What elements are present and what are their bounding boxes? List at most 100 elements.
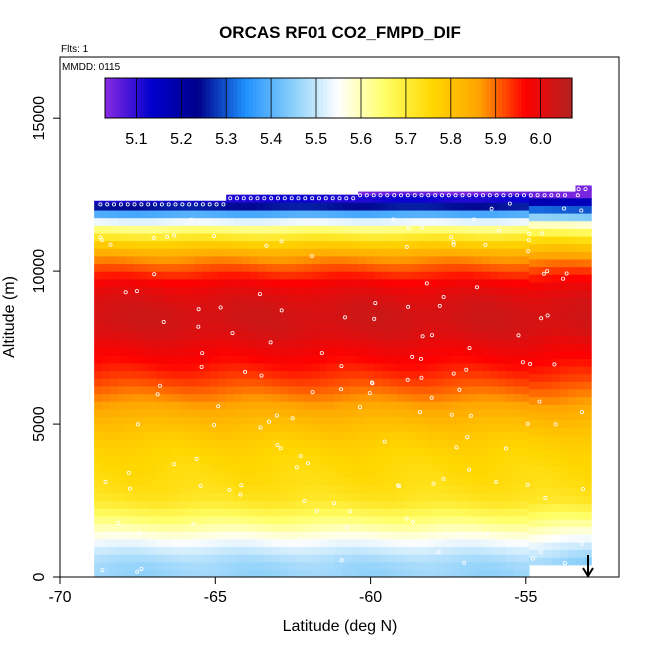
heatmap-cell xyxy=(443,485,452,494)
flight-point xyxy=(412,193,417,198)
heatmap-cell xyxy=(164,416,173,425)
heatmap-cell xyxy=(257,515,266,525)
heatmap-cell xyxy=(505,324,515,333)
heatmap-cell xyxy=(327,370,336,379)
heatmap-cell xyxy=(334,370,344,379)
heatmap-cell xyxy=(334,523,344,532)
heatmap-cell xyxy=(474,209,483,219)
heatmap-cell xyxy=(171,492,181,502)
heatmap-cell xyxy=(342,462,351,471)
heatmap-cell xyxy=(334,538,344,548)
heatmap-cell xyxy=(490,485,499,494)
heatmap-cell xyxy=(443,508,452,517)
heatmap-cell xyxy=(94,232,103,242)
colorbar-swatch xyxy=(431,78,437,118)
heatmap-cell xyxy=(303,339,313,349)
flight-point xyxy=(239,483,244,488)
heatmap-cell xyxy=(272,301,282,310)
heatmap-cell xyxy=(350,263,359,272)
heatmap-cell xyxy=(117,240,126,249)
heatmap-cell xyxy=(591,297,592,306)
heatmap-cell xyxy=(420,385,429,395)
heatmap-cell xyxy=(327,255,336,265)
heatmap-cell xyxy=(536,503,546,512)
heatmap-cell xyxy=(544,503,553,512)
heatmap-cell xyxy=(365,447,375,456)
flight-point xyxy=(410,354,415,359)
heatmap-cell xyxy=(171,278,181,288)
heatmap-cell xyxy=(280,355,289,364)
heatmap-cell xyxy=(373,263,383,272)
heatmap-cell xyxy=(125,324,134,333)
heatmap-cell xyxy=(303,447,313,456)
heatmap-cell xyxy=(552,243,561,252)
flight-point xyxy=(279,308,284,313)
heatmap-cell xyxy=(559,297,569,306)
heatmap-cell xyxy=(435,447,445,456)
heatmap-cell xyxy=(319,286,328,295)
heatmap-cell xyxy=(272,339,282,349)
heatmap-cell xyxy=(490,286,499,295)
heatmap-cell xyxy=(443,271,452,280)
heatmap-cell xyxy=(264,317,274,326)
heatmap-cell xyxy=(404,454,414,463)
heatmap-cell xyxy=(567,289,577,298)
heatmap-cell xyxy=(179,202,188,211)
heatmap-cell xyxy=(319,263,328,272)
heatmap-cell xyxy=(497,191,507,196)
heatmap-cell xyxy=(202,531,212,540)
heatmap-cell xyxy=(451,271,460,280)
heatmap-cell xyxy=(241,202,251,211)
heatmap-cell xyxy=(412,378,421,387)
heatmap-cell xyxy=(264,538,274,548)
heatmap-cell xyxy=(249,278,258,288)
heatmap-cell xyxy=(575,190,584,199)
heatmap-cell xyxy=(505,546,515,555)
heatmap-cell xyxy=(583,480,592,489)
heatmap-cell xyxy=(233,515,243,525)
heatmap-cell xyxy=(140,439,150,448)
heatmap-cell xyxy=(365,332,375,341)
heatmap-cell xyxy=(536,526,546,535)
heatmap-cell xyxy=(505,240,515,249)
heatmap-cell xyxy=(249,408,258,418)
heatmap-cell xyxy=(536,258,546,268)
heatmap-cell xyxy=(381,462,390,471)
heatmap-cell xyxy=(218,454,227,463)
heatmap-cell xyxy=(396,278,406,288)
colorbar-swatch xyxy=(365,78,371,118)
heatmap-cell xyxy=(288,431,297,440)
heatmap-cell xyxy=(583,190,592,199)
heatmap-cell xyxy=(443,431,452,440)
heatmap-cell xyxy=(272,362,282,372)
flight-point xyxy=(522,193,527,198)
heatmap-cell xyxy=(513,362,522,372)
heatmap-cell xyxy=(249,271,258,280)
heatmap-cell xyxy=(156,569,165,578)
heatmap-cell xyxy=(412,500,421,509)
heatmap-cell xyxy=(443,531,452,540)
heatmap-cell xyxy=(233,324,243,333)
heatmap-cell xyxy=(528,281,538,291)
heatmap-cell xyxy=(311,401,320,410)
heatmap-cell xyxy=(140,431,150,440)
heatmap-cell xyxy=(272,240,282,249)
colorbar-swatch xyxy=(284,78,289,118)
heatmap-cell xyxy=(233,309,243,318)
heatmap-cell xyxy=(497,500,507,509)
heatmap-cell xyxy=(327,294,336,303)
heatmap-cell xyxy=(202,431,212,440)
colorbar-swatch xyxy=(163,78,168,118)
heatmap-cell xyxy=(264,248,274,257)
heatmap-cell xyxy=(575,220,584,229)
heatmap-cell xyxy=(117,317,126,326)
heatmap-cell xyxy=(319,469,328,479)
heatmap-cell xyxy=(179,477,188,486)
heatmap-cell xyxy=(552,450,561,459)
flight-point xyxy=(339,387,344,392)
heatmap-cell xyxy=(350,355,359,364)
heatmap-cell xyxy=(342,500,351,509)
heatmap-cell xyxy=(396,209,406,219)
heatmap-cell xyxy=(140,232,150,242)
heatmap-cell xyxy=(544,197,553,206)
